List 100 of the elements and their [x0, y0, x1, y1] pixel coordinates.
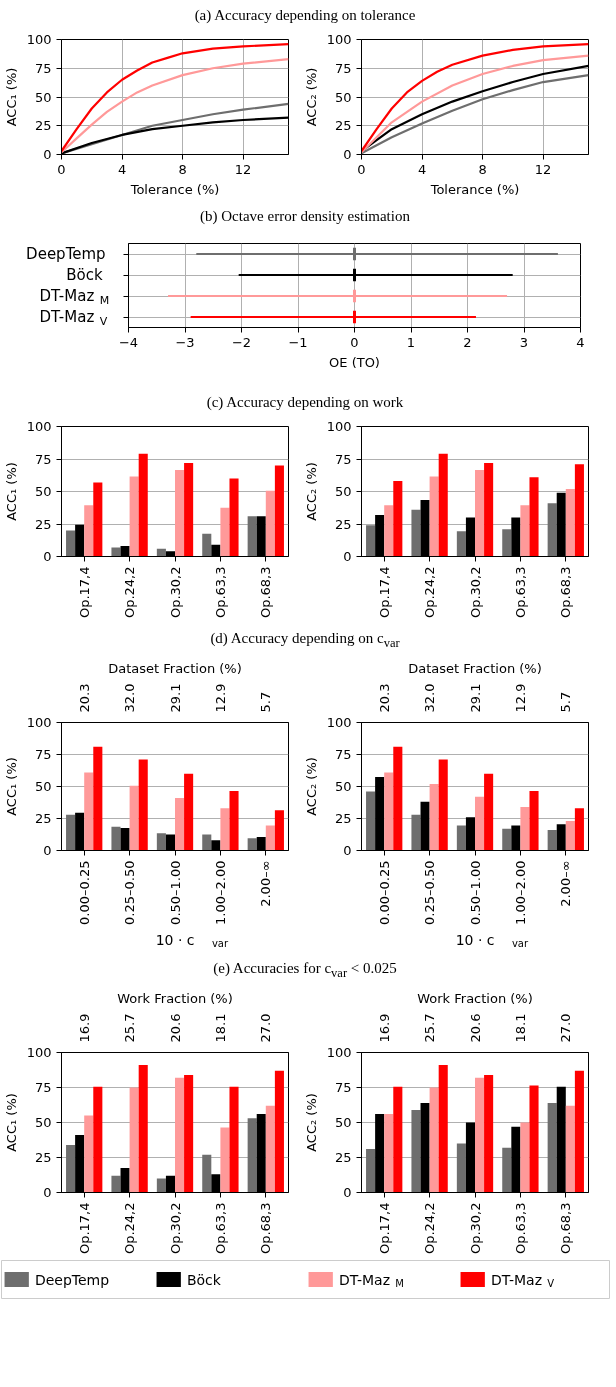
- text: 16.9: [376, 1013, 392, 1043]
- x-tick-label: Op.17,4: [76, 566, 92, 619]
- legend-label: Böck: [186, 1271, 222, 1288]
- text: 29.1: [167, 683, 183, 713]
- text: 20.6: [467, 1013, 483, 1043]
- text: 12.9: [512, 683, 528, 713]
- y-tick-label: 25: [34, 516, 52, 532]
- bar: [366, 525, 376, 557]
- bar: [129, 476, 139, 557]
- y-tick-label: 25: [334, 118, 352, 134]
- y-tick-label: 75: [334, 747, 352, 762]
- text: 12.9: [212, 683, 228, 713]
- y-tick-label: 100: [326, 32, 352, 47]
- x-tick-label: 0: [357, 161, 366, 177]
- text: 18.1: [212, 1013, 228, 1043]
- bar: [202, 533, 212, 557]
- bar: [484, 773, 494, 851]
- bar: [175, 798, 185, 851]
- text: 5.7: [558, 691, 574, 713]
- text: 25.7: [122, 1013, 138, 1043]
- y-tick-label: 100: [26, 419, 52, 434]
- bar: [429, 476, 439, 557]
- bar: [411, 1109, 421, 1193]
- bar: [247, 1118, 257, 1193]
- text: 18.1: [512, 1013, 528, 1043]
- bar: [565, 488, 575, 557]
- x-axis-title: Tolerance (%): [429, 181, 520, 197]
- bar: [456, 531, 466, 557]
- y-axis-title: ACC₁ (%): [3, 757, 19, 816]
- y-tick-label: 25: [334, 811, 352, 826]
- y-tick-label: 75: [334, 1080, 352, 1095]
- bar: [229, 1086, 239, 1193]
- x-tick-label: Op.63,3: [212, 1202, 228, 1255]
- y-axis-title: ACC₁ (%): [3, 67, 19, 127]
- bar: [547, 1102, 557, 1193]
- x-tick-label: 2.00–∞: [258, 860, 274, 907]
- bar: [111, 1175, 121, 1193]
- x-tick-label: Op.30,2: [467, 1202, 483, 1255]
- x-tick-label: 0.25–0.50: [122, 860, 138, 925]
- x-tick-label: Op.17,4: [76, 1202, 92, 1255]
- bar: [438, 453, 448, 557]
- x-tick-label: Op.68,3: [258, 566, 274, 619]
- y-tick-label: 75: [34, 60, 52, 76]
- x-tick-label: 1.00–2.00: [512, 860, 528, 925]
- x-tick-label: Op.17,4: [376, 566, 392, 619]
- bar: [366, 1149, 376, 1193]
- bar: [111, 826, 121, 851]
- bar: [384, 772, 394, 851]
- y-tick-label: 50: [34, 779, 52, 794]
- x2-axis-title: Dataset Fraction (%): [108, 660, 242, 676]
- x-tick-label: 0.50–1.00: [167, 860, 183, 925]
- y-tick-label: 25: [334, 516, 352, 532]
- bar: [175, 470, 185, 557]
- text: 25.7: [422, 1013, 438, 1043]
- y-tick-label: 100: [26, 32, 52, 47]
- x-tick-label: Op.30,2: [467, 566, 483, 619]
- bar: [475, 796, 485, 851]
- y-tick-label: 100: [326, 419, 352, 434]
- y-tick-label: 0: [343, 549, 352, 564]
- x-tick-label: 0.50–1.00: [467, 860, 483, 925]
- chart-title: (c) Accuracy depending on work: [206, 393, 404, 412]
- x-tick-label: 12: [234, 161, 252, 177]
- y-axis-title: ACC₂ (%): [303, 1093, 319, 1152]
- x-tick-label: Op.24,2: [122, 1202, 138, 1255]
- bar: [184, 462, 194, 557]
- y-tick-label: 50: [334, 484, 352, 499]
- bar: [366, 791, 376, 851]
- y-tick-label: 50: [334, 1115, 352, 1130]
- bar: [229, 478, 239, 557]
- bar: [502, 529, 512, 557]
- y-tick-label: Böck: [66, 266, 104, 284]
- x-tick-label: −1: [288, 334, 308, 350]
- bar: [475, 1077, 485, 1193]
- y-tick-label: 25: [34, 118, 52, 134]
- y-tick-label: 100: [326, 715, 352, 730]
- text: 29.1: [467, 683, 483, 713]
- bar: [229, 790, 239, 851]
- x-tick-label: 0.00–0.25: [76, 860, 92, 925]
- x-tick-label: 0.00–0.25: [376, 860, 392, 925]
- x-tick-label: Op.17,4: [376, 1202, 392, 1255]
- chart-title: (e) Accuracies for c$_{var}$ < 0.025: [213, 959, 397, 982]
- x-tick-label: −2: [231, 334, 252, 350]
- bar: [502, 828, 512, 851]
- y-tick-label: 100: [326, 1045, 352, 1060]
- x-tick-label: 4: [576, 334, 585, 350]
- x-tick-label: 2.00–∞: [558, 860, 574, 907]
- x-tick-label: Op.24,2: [422, 566, 438, 619]
- bar: [502, 1147, 512, 1193]
- bar: [456, 1143, 466, 1193]
- x-tick-label: Op.63,3: [512, 566, 528, 619]
- text: 5.7: [258, 691, 274, 713]
- x-tick-label: Op.24,2: [122, 566, 138, 619]
- bar: [520, 1122, 530, 1193]
- y-tick-label: 0: [43, 843, 52, 858]
- text: 27.0: [558, 1013, 574, 1043]
- bar: [220, 1127, 230, 1193]
- y-tick-label: 75: [34, 451, 52, 467]
- y-tick-label: 0: [43, 549, 52, 564]
- x-tick-label: 12: [534, 161, 552, 177]
- x-tick-label: 2: [463, 334, 472, 350]
